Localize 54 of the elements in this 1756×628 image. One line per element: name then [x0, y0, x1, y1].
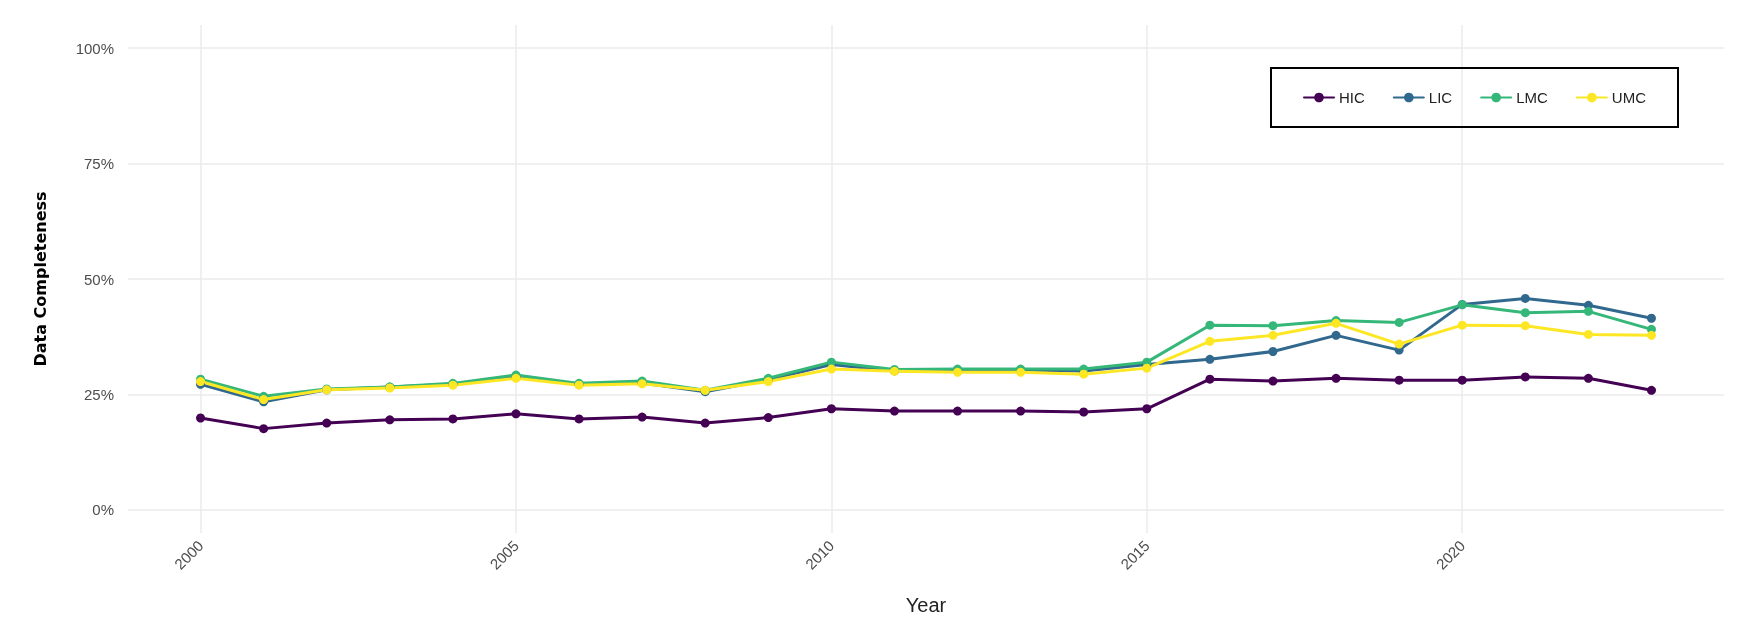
point [1457, 375, 1467, 385]
legend-label: UMC [1611, 89, 1647, 106]
point [1583, 329, 1593, 339]
point [1205, 336, 1215, 346]
point [1520, 308, 1530, 318]
point [1457, 320, 1467, 330]
point [322, 418, 332, 428]
point [700, 418, 710, 428]
point [1016, 406, 1026, 416]
y-tick-label: 0% [92, 501, 114, 519]
point [1520, 372, 1530, 382]
point [889, 406, 899, 416]
point [826, 404, 836, 414]
point [1646, 330, 1656, 340]
point [1394, 339, 1404, 349]
point [1268, 321, 1278, 331]
point [1142, 404, 1152, 414]
point [259, 424, 269, 434]
point [953, 406, 963, 416]
point [763, 413, 773, 423]
point [1331, 373, 1341, 383]
point [1079, 407, 1089, 417]
point [1142, 363, 1152, 373]
point [574, 414, 584, 424]
point [196, 413, 206, 423]
point [1583, 306, 1593, 316]
point [1394, 317, 1404, 327]
point [637, 412, 647, 422]
legend-label: LIC [1428, 89, 1453, 106]
y-axis-title: Data Completeness [30, 191, 50, 367]
y-tick-label: 25% [83, 385, 114, 403]
point [1268, 347, 1278, 356]
point [826, 364, 836, 374]
point [1205, 374, 1215, 384]
point [1394, 375, 1404, 385]
y-tick-label: 50% [83, 270, 114, 288]
point [1646, 313, 1656, 323]
legend-label: LMC [1516, 89, 1549, 106]
point [1520, 293, 1530, 303]
point [385, 415, 395, 425]
point [1205, 320, 1215, 330]
point [1268, 330, 1278, 340]
point [448, 414, 458, 424]
point [1520, 321, 1530, 331]
legend-label: HIC [1339, 89, 1365, 106]
point [1646, 385, 1656, 395]
point [1268, 376, 1278, 386]
y-tick-label: 75% [83, 155, 114, 173]
y-tick-label: 100% [75, 39, 114, 57]
point [1205, 354, 1215, 364]
point [1331, 330, 1341, 340]
point [1583, 373, 1593, 383]
x-axis-title: Year [905, 594, 947, 616]
point [511, 409, 521, 419]
